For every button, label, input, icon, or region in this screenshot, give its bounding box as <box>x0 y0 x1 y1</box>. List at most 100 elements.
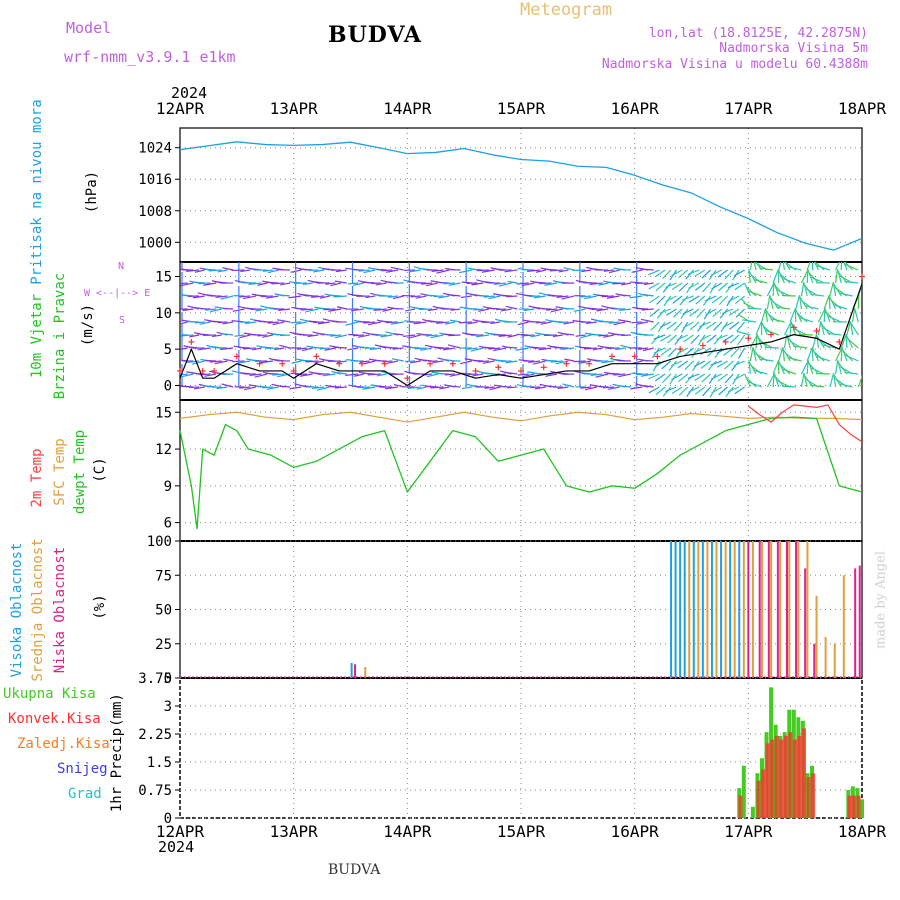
y-tick-label: 1024 <box>138 141 172 157</box>
wind-arrow <box>580 334 592 339</box>
wind-arrow <box>678 386 689 396</box>
wind-arrow <box>784 262 791 271</box>
wind-arrow <box>415 347 427 350</box>
wind-arrow <box>800 270 809 284</box>
wind-arrow <box>766 374 775 388</box>
legend-snow: Snijeg <box>57 761 108 777</box>
wind-arrow <box>806 268 809 284</box>
x-tick-label-bottom: 16APR <box>611 822 660 841</box>
wind-arrow <box>255 308 268 312</box>
precip-conv-bar <box>788 732 793 818</box>
wind-arrow <box>694 386 706 395</box>
wind-arrow <box>838 292 853 297</box>
wind-arrow <box>180 282 194 287</box>
wind-arrow <box>673 321 683 332</box>
wind-arrow <box>690 334 700 345</box>
wind-arrow <box>413 321 427 325</box>
wind-arrow <box>205 308 217 311</box>
wind-arrow <box>583 347 597 350</box>
wind-arrow <box>793 345 808 349</box>
wind-arrow <box>685 373 694 384</box>
wind-arrow <box>484 386 495 389</box>
y-tick-label: 50 <box>155 603 172 619</box>
x-tick-label-top: 16APR <box>611 99 660 118</box>
wind-arrow <box>279 334 291 337</box>
wind-arrow <box>274 347 285 351</box>
wind-arrow <box>381 269 393 272</box>
wind-arrow <box>540 321 552 325</box>
wind-arrow <box>850 322 859 336</box>
wind-arrow <box>794 328 808 336</box>
wind-arrow <box>712 308 723 318</box>
wind-arrow <box>223 358 234 362</box>
wind-arrow <box>748 270 757 284</box>
wind-arrow <box>561 295 575 300</box>
wind-arrow <box>734 295 746 305</box>
wind-arrow <box>373 308 387 311</box>
wind-arrow <box>322 373 336 377</box>
wind-arrow <box>482 360 495 364</box>
y-tick-label: 1.5 <box>147 755 172 771</box>
wind-arrow <box>248 282 262 285</box>
wind-arrow <box>575 334 586 337</box>
x-tick-label-bottom: 14APR <box>383 822 432 841</box>
wind-arrow <box>602 386 614 389</box>
wind-arrow <box>545 268 558 271</box>
wind-arrow <box>705 295 717 302</box>
wind-arrow <box>755 334 758 349</box>
wind-arrow <box>187 360 200 364</box>
wind-arrow <box>562 332 575 336</box>
wind-arrow <box>713 334 723 345</box>
wind-arrow <box>678 269 689 279</box>
model-name: wrf-nmm_v3.9.1 e1km <box>64 48 236 66</box>
wind-arrow <box>222 267 234 271</box>
wind-arrow <box>180 347 188 350</box>
wind-arrow <box>357 334 370 338</box>
wind-arrow <box>725 282 734 293</box>
wind-arrow <box>804 305 819 310</box>
wind-arrow <box>527 269 541 272</box>
wind-arrow <box>710 373 723 380</box>
wind-arrow-field <box>180 262 862 398</box>
wind-arrow <box>759 358 774 362</box>
wind-arrow <box>300 359 313 362</box>
wind-arrow <box>409 360 421 364</box>
wind-arrow <box>749 262 753 271</box>
station-title: BUDVA <box>328 22 422 48</box>
wind-arrow <box>490 321 501 325</box>
y-tick-label: 6 <box>164 516 172 532</box>
wind-arrow <box>630 386 643 390</box>
wind-arrow <box>702 282 711 293</box>
wind-arrow <box>824 308 831 323</box>
wind-arrow <box>358 269 370 272</box>
wind-arrow <box>811 367 825 375</box>
wind-arrow <box>716 334 728 340</box>
wind-arrow <box>550 308 563 313</box>
wind-arrow <box>312 386 325 390</box>
wind-arrow <box>828 315 842 323</box>
wind-arrow <box>608 321 620 324</box>
wind-arrow <box>640 373 654 377</box>
wind-arrow <box>180 373 188 376</box>
wind-arrow <box>392 295 404 300</box>
wind-arrow <box>467 373 478 376</box>
wind-arrow <box>702 386 711 397</box>
wind-arrow <box>688 386 700 393</box>
wind-arrow <box>684 360 694 370</box>
wind-arrow <box>618 373 632 378</box>
wind-arrow <box>204 373 217 377</box>
wind-arrow <box>198 282 211 285</box>
wind-arrow <box>535 321 546 324</box>
wind-arrow <box>528 360 541 364</box>
precip-total-bar <box>860 799 864 818</box>
wind-arrow <box>500 308 512 312</box>
wind-arrow <box>596 308 609 312</box>
wind-arrow <box>460 360 472 365</box>
wind-arrow <box>530 386 541 389</box>
wind-arrow <box>488 295 501 300</box>
wind-arrow <box>240 269 251 273</box>
wind-arrow <box>416 386 427 390</box>
wind-arrow <box>724 269 734 280</box>
wind-arrow <box>495 308 506 311</box>
wind-arrow <box>352 334 364 337</box>
